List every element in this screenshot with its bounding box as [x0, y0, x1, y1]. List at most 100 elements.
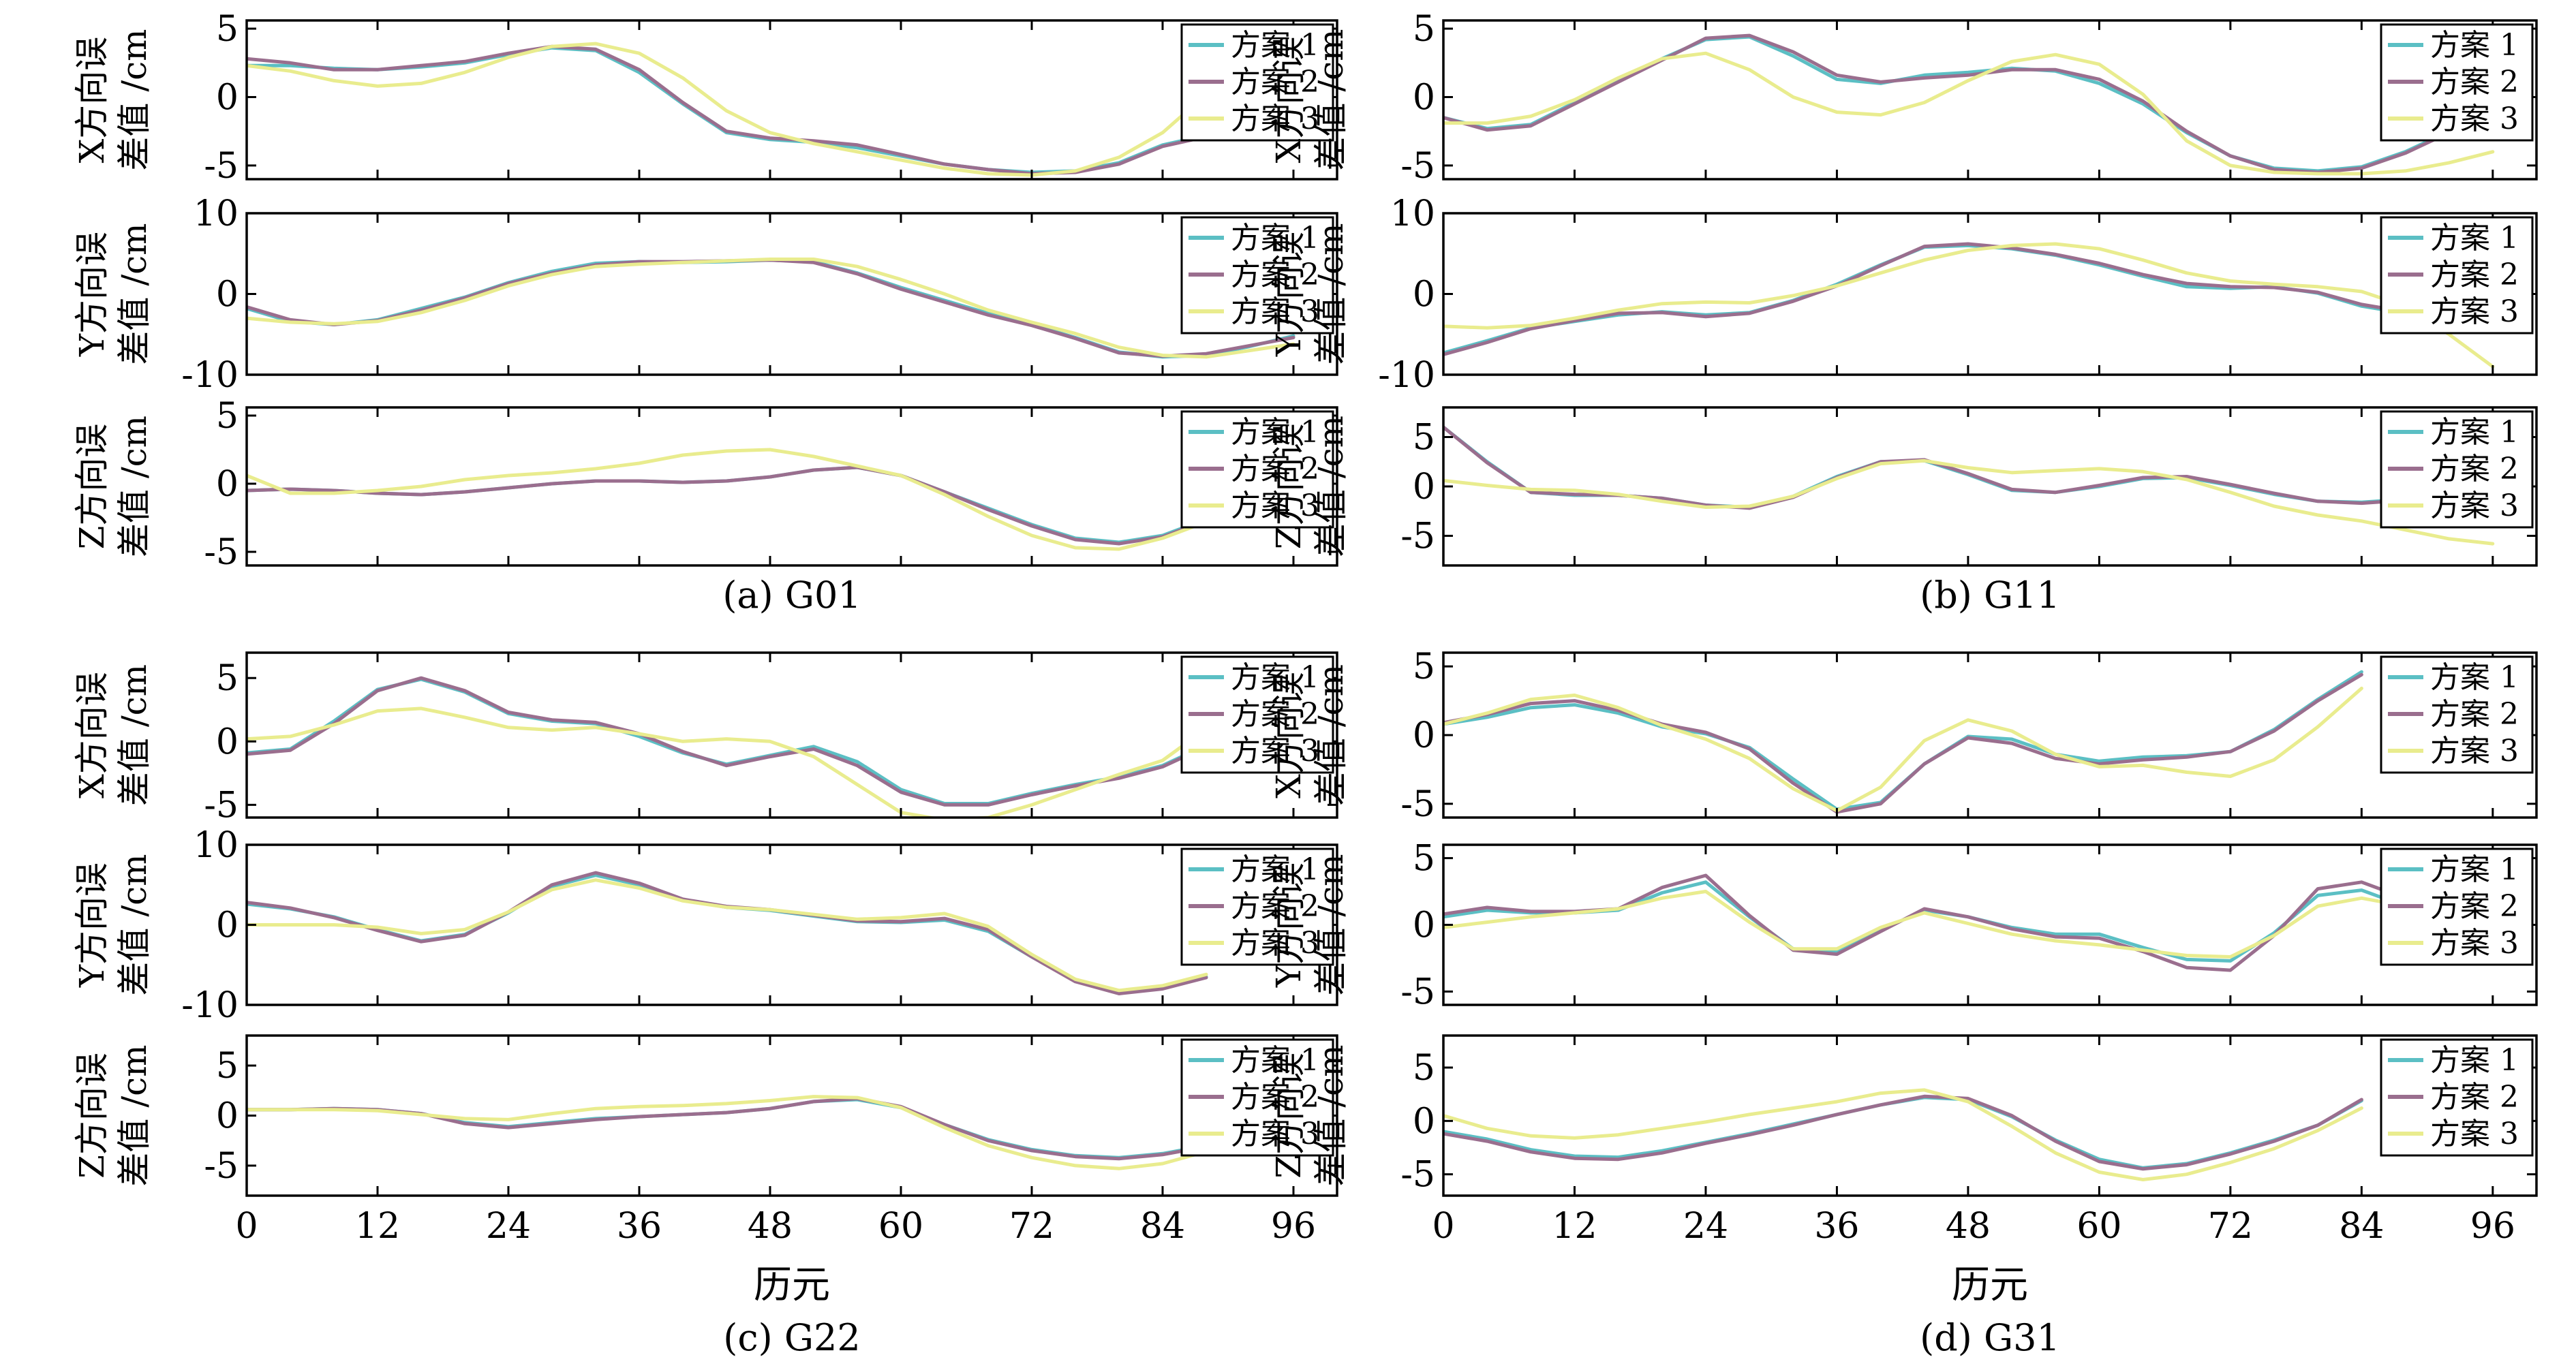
series-line-1	[247, 258, 1295, 359]
legend-label-3: 方案 3	[1231, 294, 1319, 329]
series-line-2	[247, 676, 1208, 807]
x-tick-label: 48	[748, 1206, 793, 1247]
y-axis-label-line2: 差值 /cm	[1311, 854, 1351, 995]
y-tick-label: 0	[216, 464, 239, 505]
x-tick-label: 84	[1140, 1206, 1185, 1247]
series-line-1	[247, 465, 1208, 544]
y-axis-label-line2: 差值 /cm	[114, 416, 154, 557]
legend-label-2: 方案 2	[1231, 697, 1319, 732]
legend: 方案 1方案 2方案 3	[2380, 848, 2534, 966]
y-tick-label: 5	[216, 9, 239, 50]
y-tick-label: 0	[1413, 715, 1435, 756]
legend-label-3: 方案 3	[1231, 734, 1319, 768]
y-tick-label: 5	[216, 396, 239, 437]
y-axis-label-line2: 差值 /cm	[114, 29, 154, 170]
y-axis-label-line2: 差值 /cm	[1311, 1044, 1351, 1186]
series-line-3	[247, 42, 1208, 177]
legend: 方案 1方案 2方案 3	[1180, 848, 1334, 966]
legend-label-1: 方案 1	[2430, 1043, 2519, 1078]
y-tick-label: 0	[1413, 77, 1435, 118]
y-axis-label-line2: 差值 /cm	[1311, 664, 1351, 806]
series-line-1	[247, 677, 1208, 805]
x-tick-label: 96	[2470, 1206, 2515, 1247]
y-tick-label: 5	[1413, 9, 1435, 50]
x-tick-label: 48	[1946, 1206, 1991, 1247]
y-axis-label-line2: 差值 /cm	[1311, 29, 1351, 170]
legend-label-2: 方案 2	[2430, 452, 2519, 486]
series-line-2	[247, 258, 1295, 358]
series-line-2	[1443, 1094, 2363, 1171]
y-tick-label: -5	[204, 146, 239, 187]
plot-frame	[245, 1034, 1338, 1197]
panel-caption: (b) G11	[1920, 574, 2060, 617]
legend-label-3: 方案 3	[1231, 488, 1319, 523]
y-tick-label: 0	[216, 1096, 239, 1137]
y-tick-label: -10	[181, 985, 239, 1026]
plot-frame	[245, 651, 1338, 819]
y-tick-label: 10	[194, 193, 239, 234]
legend-label-3: 方案 3	[2430, 294, 2519, 329]
x-axis-label: 历元	[754, 1263, 830, 1307]
legend-label-1: 方案 1	[2430, 221, 2519, 255]
x-tick-label: 24	[486, 1206, 531, 1247]
legend-label-2: 方案 2	[2430, 889, 2519, 924]
series-line-3	[247, 448, 1208, 551]
x-tick-label: 12	[355, 1206, 400, 1247]
panel-caption: (c) G22	[723, 1316, 860, 1359]
y-tick-label: -5	[1400, 971, 1435, 1012]
y-axis-label-line2: 差值 /cm	[114, 854, 154, 995]
legend-label-3: 方案 3	[2430, 488, 2519, 523]
panel-caption: (a) G01	[722, 574, 861, 617]
y-axis-label-line1: Z方向误	[1269, 1053, 1308, 1179]
legend: 方案 1方案 2方案 3	[1180, 1038, 1334, 1157]
legend-label-2: 方案 2	[2430, 258, 2519, 292]
plot-frame	[1442, 19, 2538, 181]
plot-frame	[1442, 406, 2538, 567]
y-tick-label: 5	[216, 1046, 239, 1087]
x-tick-label: 60	[878, 1206, 923, 1247]
legend-label-3: 方案 3	[1231, 102, 1319, 136]
legend-label-3: 方案 3	[2430, 734, 2519, 768]
y-tick-label: -10	[1378, 355, 1435, 396]
subplot-y-error: -5 0 5 Y方向误 差值 /cm 方案 1方案 2方案 3	[1269, 839, 2538, 1012]
plot-frame	[1442, 1034, 2538, 1197]
y-tick-label: 10	[1390, 193, 1435, 234]
y-tick-label: -5	[1400, 146, 1435, 187]
x-axis-label: 历元	[1952, 1263, 2028, 1307]
series-line-2	[1443, 873, 2385, 972]
legend-label-2: 方案 2	[1231, 889, 1319, 924]
y-tick-label: 0	[216, 77, 239, 118]
series-line-2	[1443, 33, 2495, 174]
legend-label-2: 方案 2	[2430, 65, 2519, 99]
y-axis-label-line1: Y方向误	[72, 862, 112, 988]
y-tick-label: -10	[181, 355, 239, 396]
legend-label-1: 方案 1	[1231, 28, 1319, 63]
series-line-1	[247, 1098, 1208, 1160]
legend-label-1: 方案 1	[1231, 660, 1319, 695]
y-axis-label-line1: Z方向误	[72, 424, 112, 550]
x-tick-label: 72	[2208, 1206, 2253, 1247]
y-tick-label: -5	[1400, 1155, 1435, 1196]
y-axis-label-line2: 差值 /cm	[1311, 223, 1351, 364]
subplot-x-error: -5 0 5 X方向误 差值 /cm 方案 1方案 2方案 3	[1269, 9, 2538, 187]
x-tick-label: 84	[2339, 1206, 2384, 1247]
legend-label-3: 方案 3	[1231, 926, 1319, 961]
y-axis-label-line1: Y方向误	[1269, 232, 1308, 357]
series-line-3	[247, 878, 1208, 993]
y-tick-label: 5	[1413, 418, 1435, 458]
plot-frame	[245, 406, 1338, 567]
y-axis-label-line1: Y方向误	[1269, 862, 1308, 988]
legend: 方案 1方案 2方案 3	[1180, 410, 1334, 529]
y-axis-label-line1: X方向误	[1269, 37, 1308, 164]
legend-label-2: 方案 2	[2430, 1080, 2519, 1115]
legend-label-2: 方案 2	[1231, 1080, 1319, 1115]
y-tick-label: 0	[216, 905, 239, 946]
legend-label-1: 方案 1	[2430, 660, 2519, 695]
x-tick-label: 0	[1432, 1206, 1454, 1247]
y-axis-label-line2: 差值 /cm	[114, 664, 154, 806]
legend: 方案 1方案 2方案 3	[2380, 216, 2534, 335]
